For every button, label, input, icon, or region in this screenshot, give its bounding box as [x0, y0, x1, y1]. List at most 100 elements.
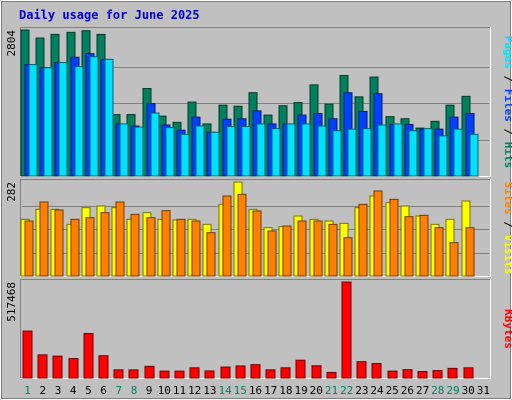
bar-kbytes-28	[432, 370, 443, 379]
day-label-31: 31	[477, 384, 490, 397]
bar-pages-18	[286, 123, 296, 177]
bar-kbytes-10	[159, 370, 170, 379]
legend-item-hits: Hits	[502, 142, 512, 169]
legend-separator: /	[502, 215, 512, 235]
bar-kbytes-6	[98, 355, 109, 379]
plot-bevel-dark	[20, 279, 491, 379]
bar-pages-22	[347, 128, 357, 177]
bar-pages-23	[362, 128, 372, 177]
bar-sites-19	[297, 220, 307, 277]
bar-pages-1	[28, 64, 38, 177]
bar-sites-30	[465, 227, 475, 277]
day-label-13: 13	[203, 384, 216, 397]
bar-sites-15	[237, 193, 247, 277]
bar-sites-11	[176, 218, 186, 277]
bar-kbytes-3	[52, 355, 63, 379]
bar-sites-3	[54, 209, 64, 277]
bar-pages-6	[104, 58, 114, 177]
bar-pages-30	[469, 133, 479, 177]
bar-pages-20	[317, 125, 327, 177]
bar-pages-9	[150, 112, 160, 177]
day-label-2: 2	[39, 384, 46, 397]
day-label-14: 14	[218, 384, 232, 397]
bar-kbytes-12	[189, 367, 200, 379]
bar-pages-4	[74, 66, 84, 177]
day-label-8: 8	[131, 384, 138, 397]
legend-separator: /	[502, 122, 512, 142]
bar-kbytes-14	[220, 366, 231, 379]
day-label-30: 30	[462, 384, 475, 397]
day-label-24: 24	[370, 384, 384, 397]
bar-sites-29	[449, 242, 459, 277]
bar-pages-12	[195, 125, 205, 177]
day-label-5: 5	[85, 384, 92, 397]
bar-sites-23	[358, 203, 368, 277]
bar-sites-4	[70, 218, 80, 277]
day-label-25: 25	[386, 384, 399, 397]
day-label-10: 10	[158, 384, 171, 397]
bar-sites-9	[146, 217, 156, 277]
bar-kbytes-22	[341, 281, 352, 379]
bar-kbytes-26	[402, 369, 413, 379]
bar-sites-6	[100, 212, 110, 277]
bar-kbytes-25	[387, 370, 398, 379]
day-label-15: 15	[234, 384, 247, 397]
bar-sites-18	[282, 225, 292, 277]
bar-sites-26	[404, 216, 414, 277]
bar-kbytes-13	[204, 370, 215, 379]
chart-panels: 2804 Pages / Files / Hits 282 Sites / Visit…	[5, 27, 512, 379]
day-label-4: 4	[70, 384, 77, 397]
bar-pages-17	[271, 128, 281, 177]
bar-kbytes-24	[371, 363, 382, 379]
bar-kbytes-1	[22, 330, 33, 379]
day-label-20: 20	[310, 384, 323, 397]
bar-pages-21	[332, 130, 342, 177]
y-tick-label: 517468	[5, 282, 18, 322]
bar-pages-13	[210, 131, 220, 177]
bar-sites-25	[389, 198, 399, 277]
day-label-23: 23	[355, 384, 368, 397]
bar-sites-28	[434, 227, 444, 277]
bar-kbytes-4	[68, 358, 79, 379]
day-label-3: 3	[55, 384, 62, 397]
bar-sites-1	[24, 220, 34, 277]
day-label-9: 9	[146, 384, 153, 397]
bar-pages-10	[165, 127, 175, 177]
bar-kbytes-27	[417, 371, 428, 379]
bar-kbytes-16	[250, 364, 261, 379]
day-label-18: 18	[279, 384, 292, 397]
bar-sites-14	[222, 195, 232, 277]
bar-sites-10	[161, 210, 171, 277]
bar-sites-16	[252, 210, 262, 277]
bar-sites-24	[373, 190, 383, 277]
bar-pages-16	[256, 123, 266, 177]
bar-sites-2	[39, 201, 49, 277]
bar-sites-27	[419, 214, 429, 277]
bar-pages-26	[408, 130, 418, 177]
day-label-21: 21	[325, 384, 338, 397]
bar-pages-28	[438, 135, 448, 177]
bar-pages-25	[393, 123, 403, 177]
bar-sites-5	[85, 217, 95, 277]
legend-kbytes: KBytes	[502, 309, 512, 349]
bar-pages-5	[89, 56, 99, 177]
y-tick-label: 282	[5, 182, 18, 202]
panel-visits-sites: 282 Sites / Visits	[5, 179, 512, 277]
bar-kbytes-30	[463, 367, 474, 379]
bar-pages-19	[301, 123, 311, 177]
legend-item-sites: Sites	[502, 182, 512, 215]
bar-sites-8	[130, 213, 140, 277]
legend-visits-sites: Sites / Visits	[502, 182, 512, 275]
bar-pages-11	[180, 133, 190, 177]
bar-pages-2	[43, 67, 53, 177]
bar-sites-7	[115, 201, 125, 277]
day-label-28: 28	[431, 384, 444, 397]
day-label-27: 27	[416, 384, 429, 397]
day-label-22: 22	[340, 384, 353, 397]
bar-kbytes-5	[83, 332, 94, 379]
bar-pages-14	[226, 126, 236, 177]
bar-pages-29	[453, 128, 463, 177]
bar-pages-15	[241, 126, 251, 177]
